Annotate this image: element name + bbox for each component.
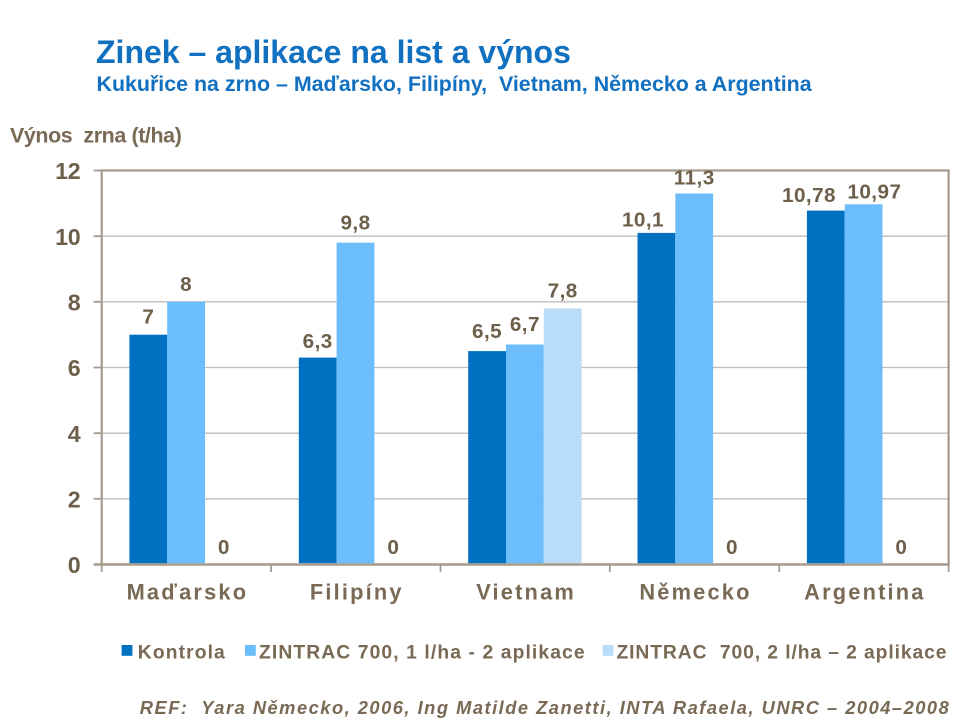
svg-text:Kukuřice na zrno – Maďarsko, F: Kukuřice na zrno – Maďarsko, Filipíny, V… xyxy=(97,72,813,96)
svg-text:11,3: 11,3 xyxy=(674,166,715,189)
svg-text:6: 6 xyxy=(68,355,81,381)
svg-text:0: 0 xyxy=(218,536,230,559)
svg-text:Zinek – aplikace na list a výn: Zinek – aplikace na list a výnos xyxy=(96,34,571,70)
svg-text:Kontrola: Kontrola xyxy=(138,642,226,663)
svg-text:6,5: 6,5 xyxy=(472,320,502,343)
svg-text:7: 7 xyxy=(142,306,154,329)
svg-text:10,1: 10,1 xyxy=(622,208,664,231)
svg-text:6,7: 6,7 xyxy=(510,313,540,336)
svg-text:8: 8 xyxy=(68,289,81,315)
svg-text:Filipíny: Filipíny xyxy=(310,580,404,605)
svg-text:0: 0 xyxy=(68,552,81,578)
svg-text:10,78: 10,78 xyxy=(782,184,836,207)
svg-text:0: 0 xyxy=(895,536,907,559)
svg-text:6,3: 6,3 xyxy=(303,330,333,353)
svg-text:Německo: Německo xyxy=(639,580,751,605)
svg-text:9,8: 9,8 xyxy=(340,212,370,235)
svg-text:8: 8 xyxy=(180,273,192,296)
svg-text:10: 10 xyxy=(55,224,80,250)
svg-text:Vietnam: Vietnam xyxy=(476,580,576,605)
svg-text:12: 12 xyxy=(55,158,80,184)
svg-text:Výnos zrna (t/ha): Výnos zrna (t/ha) xyxy=(10,123,182,147)
svg-text:Argentina: Argentina xyxy=(804,580,925,605)
svg-text:ZINTRAC 700, 2 l/ha – 2 aplik: ZINTRAC 700, 2 l/ha – 2 aplikace xyxy=(617,642,948,663)
svg-text:7,8: 7,8 xyxy=(548,279,578,302)
svg-text:4: 4 xyxy=(68,421,81,447)
svg-text:10,97: 10,97 xyxy=(847,181,901,204)
svg-text:2: 2 xyxy=(68,486,81,512)
svg-text:REF: Yara Německo, 2006, Ing: REF: Yara Německo, 2006, Ing Matilde Zan… xyxy=(140,697,950,718)
svg-text:ZINTRAC 700, 1 l/ha - 2 aplika: ZINTRAC 700, 1 l/ha - 2 aplikace xyxy=(259,642,586,663)
svg-text:0: 0 xyxy=(387,536,399,559)
svg-text:0: 0 xyxy=(726,536,738,559)
svg-text:Maďarsko: Maďarsko xyxy=(127,580,249,605)
